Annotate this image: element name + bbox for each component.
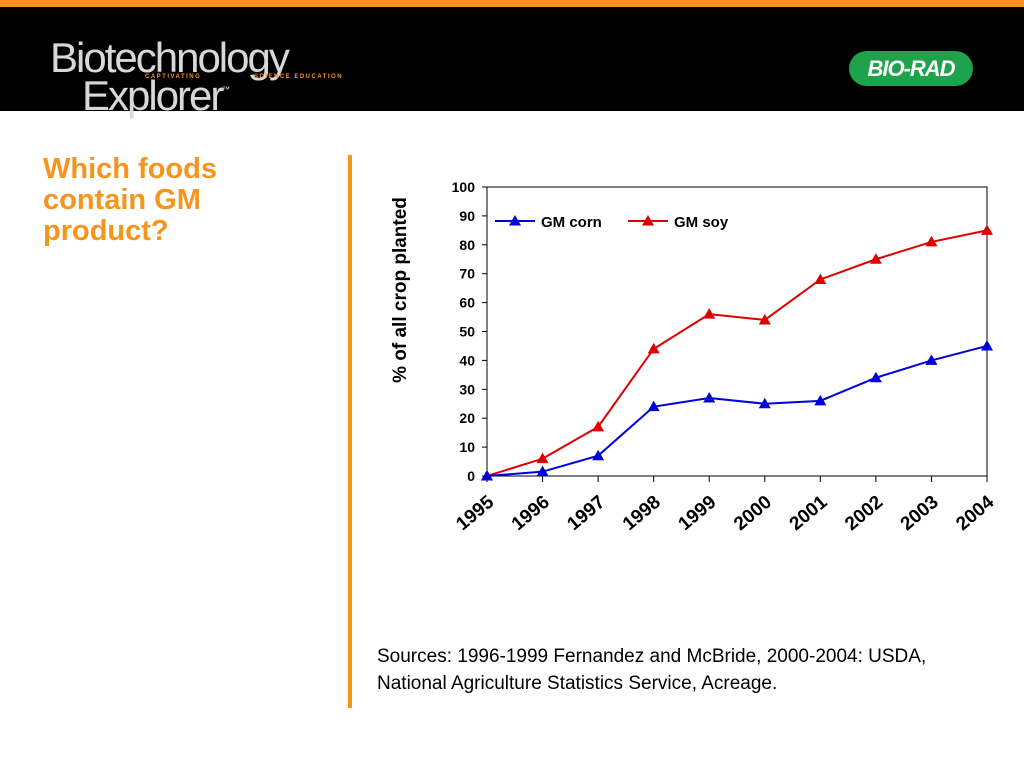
data-point	[814, 273, 827, 284]
slide-title: Which foods contain GM product?	[43, 153, 217, 247]
x-tick-label: 2001	[786, 491, 832, 535]
legend-label: GM soy	[674, 214, 729, 231]
data-point	[592, 420, 605, 432]
x-tick-label: 2004	[952, 491, 998, 535]
x-tick-label: 1998	[619, 492, 665, 535]
data-point	[536, 452, 549, 464]
data-point	[647, 400, 660, 412]
y-tick-label: 50	[459, 324, 475, 340]
data-point	[703, 391, 716, 403]
data-point	[758, 397, 771, 409]
y-tick-label: 0	[467, 468, 475, 484]
logo-tag-left: CAPTIVATING	[145, 74, 202, 80]
series-line	[486, 229, 988, 477]
logo-trademark: ™	[222, 85, 230, 94]
x-tick-label: 2000	[730, 492, 776, 535]
x-tick-label: 1995	[452, 491, 498, 535]
data-point	[814, 394, 827, 406]
y-tick-label: 90	[459, 208, 475, 224]
legend-marker	[509, 215, 521, 226]
data-point	[481, 470, 493, 481]
x-tick-label: 1997	[563, 492, 609, 535]
data-point	[869, 371, 882, 383]
data-point	[925, 354, 938, 365]
legend-label: GM corn	[541, 214, 602, 231]
data-point	[536, 465, 549, 477]
y-tick-label: 100	[452, 179, 476, 195]
data-point	[703, 308, 716, 319]
data-point	[981, 224, 993, 235]
y-tick-label: 10	[459, 439, 475, 455]
y-tick-label: 80	[459, 237, 475, 253]
legend-marker	[642, 215, 654, 226]
data-point	[758, 313, 771, 325]
data-point	[592, 449, 605, 461]
x-tick-label: 1996	[508, 492, 554, 535]
top-accent-bar	[0, 0, 1024, 7]
data-point	[869, 253, 882, 264]
y-tick-label: 60	[459, 295, 475, 311]
x-tick-label: 2002	[841, 492, 887, 535]
series-line	[486, 344, 988, 477]
bio-rad-logo: BIO-RAD	[849, 51, 973, 86]
y-axis-label: % of all crop planted	[390, 197, 411, 383]
biotechnology-explorer-logo: Biotechnology CAPTIVATING SCIENCE EDUCAT…	[50, 37, 380, 117]
logo-line1: Biotechnology	[50, 34, 290, 81]
gm-crop-chart: 0 10 20 30 40 50 60 70 80 90 100 1995 1996 1997 1998 1…	[390, 179, 999, 535]
y-tick-label: 70	[459, 266, 475, 282]
logo-line2: Explorer	[82, 72, 224, 119]
sources-note: Sources: 1996-1999 Fernandez and McBride…	[377, 646, 927, 694]
y-tick-label: 20	[459, 410, 475, 426]
y-tick-label: 40	[459, 352, 475, 368]
data-point	[647, 342, 660, 354]
header-banner: Biotechnology CAPTIVATING SCIENCE EDUCAT…	[0, 7, 1024, 117]
data-point	[981, 339, 993, 351]
x-tick-label: 1999	[675, 492, 721, 535]
vertical-divider	[348, 155, 352, 708]
logo-tag-right: SCIENCE EDUCATION	[254, 74, 344, 80]
y-tick-label: 30	[459, 381, 475, 397]
data-point	[925, 235, 938, 247]
x-tick-label: 2003	[897, 492, 943, 535]
